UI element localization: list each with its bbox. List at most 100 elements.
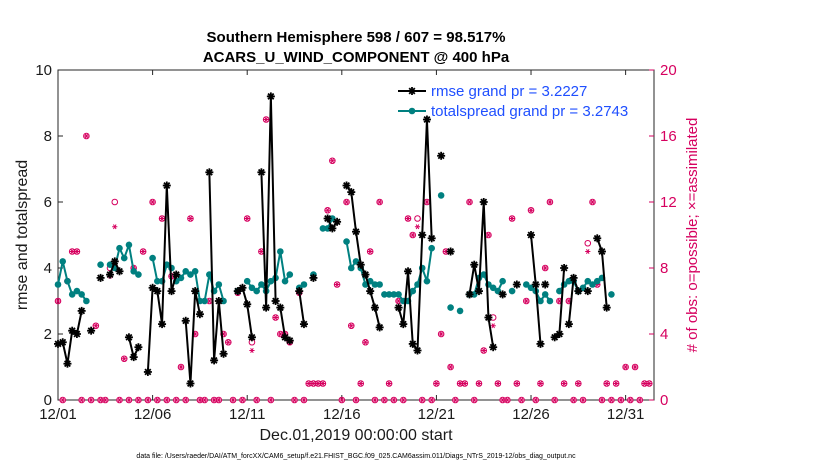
rmse-point	[262, 303, 271, 312]
totalspread-point	[191, 268, 199, 275]
obs-possible-point	[78, 396, 85, 404]
obs-assimilated-point	[599, 397, 605, 403]
obs-assimilated-point	[268, 397, 274, 403]
x-tick-label: 12/16	[323, 406, 361, 423]
legend-rmse-marker	[408, 87, 416, 95]
totalspread-point	[116, 244, 123, 252]
obs-assimilated-point	[164, 397, 170, 403]
rmse-point	[479, 198, 488, 206]
y-tick-label: 6	[44, 194, 52, 211]
obs-assimilated-point	[490, 323, 496, 329]
totalspread-point	[456, 307, 464, 315]
totalspread-point	[277, 248, 284, 255]
totalspread-point	[556, 287, 563, 295]
rmse-point	[309, 273, 318, 282]
rmse-point	[356, 260, 365, 269]
obs-assimilated-point	[433, 380, 440, 387]
obs-assimilated-point	[377, 199, 383, 205]
obs-possible-point	[376, 198, 383, 206]
obs-assimilated-point	[197, 397, 203, 403]
obs-assimilated-point	[641, 380, 648, 387]
totalspread-point	[300, 281, 308, 288]
obs-possible-point	[177, 363, 185, 371]
obs-assimilated-point	[400, 397, 406, 403]
totalspread-point	[243, 277, 251, 285]
totalspread-point	[253, 287, 260, 295]
y-axis-label: rmse and totalspread	[14, 160, 31, 310]
rmse-point	[370, 303, 379, 312]
obs-assimilated-point	[325, 207, 331, 213]
obs-possible-point	[139, 248, 147, 255]
totalspread-point	[541, 291, 549, 298]
obs-possible-point	[551, 396, 558, 404]
totalspread-point	[54, 281, 62, 288]
obs-assimilated-point	[83, 133, 89, 139]
totalspread-point	[286, 271, 294, 278]
obs-assimilated-point	[230, 397, 236, 403]
obs-possible-point	[537, 380, 544, 387]
obs-assimilated-point	[542, 265, 548, 271]
rmse-point	[134, 343, 143, 352]
totalspread-point	[480, 271, 488, 278]
y-tick-label: 8	[44, 128, 52, 145]
obs-possible-point	[470, 396, 478, 404]
rmse-point	[276, 303, 285, 312]
totalspread-point	[409, 287, 417, 295]
totalspread-point	[106, 261, 114, 269]
rmse-point	[474, 287, 483, 296]
obs-assimilated-point	[343, 199, 350, 205]
obs-assimilated-point	[528, 207, 534, 213]
obs-possible-point	[622, 363, 629, 371]
totalspread-point	[447, 304, 454, 311]
obs-assimilated-point	[419, 397, 425, 403]
obs-possible-point	[627, 396, 634, 404]
chart-title: Southern Hemisphere 598 / 607 = 98.517%	[207, 29, 506, 46]
obs-possible-point	[494, 380, 502, 387]
y2-tick-label: 16	[660, 128, 677, 145]
obs-possible-point	[172, 396, 180, 404]
rmse-point	[470, 260, 479, 269]
obs-assimilated-point	[183, 397, 189, 403]
obs-assimilated-point	[462, 380, 468, 387]
obs-possible-point	[541, 264, 549, 272]
obs-possible-point	[598, 396, 606, 404]
obs-assimilated-point	[272, 314, 279, 321]
obs-possible-point	[570, 396, 577, 404]
obs-assimilated-point	[291, 397, 298, 403]
rmse-point	[115, 267, 124, 276]
x-tick-label: 12/11	[229, 406, 265, 423]
obs-assimilated-point	[263, 116, 269, 123]
obs-possible-point	[253, 396, 260, 404]
rmse-line	[184, 290, 201, 384]
rmse-point	[375, 323, 384, 332]
rmse-point	[96, 273, 105, 282]
data-file-footer: data file: /Users/raeder/DAI/ATM_forcXX/…	[136, 453, 576, 460]
obs-possible-point	[333, 281, 341, 288]
obs-assimilated-point	[632, 364, 638, 370]
totalspread-point	[135, 271, 142, 278]
rmse-point	[77, 306, 86, 315]
obs-possible-point	[338, 396, 346, 404]
x-tick-label: 12/31	[607, 406, 645, 423]
rmse-point	[347, 188, 356, 197]
obs-assimilated-point	[93, 323, 99, 329]
obs-possible-point	[262, 116, 270, 123]
totalspread-point	[343, 238, 350, 245]
obs-assimilated-point	[362, 339, 369, 345]
obs-possible-point	[224, 338, 232, 346]
obs-possible-point	[329, 157, 336, 165]
obs-assimilated-point	[310, 380, 317, 387]
obs-assimilated-point	[60, 397, 66, 403]
rmse-point	[498, 290, 507, 299]
x-axis-ticks: 12/01 12/06 12/11 12/16 12/21 12/26 12/31	[39, 70, 644, 423]
totalspread-point	[428, 244, 435, 252]
obs-assimilated-point	[249, 347, 255, 354]
totalspread-point	[527, 284, 535, 292]
totalspread-point	[154, 277, 161, 285]
obs-assimilated-point	[485, 232, 492, 238]
rmse-series	[54, 92, 611, 388]
rmse-point	[465, 290, 474, 299]
rmse-point	[484, 313, 493, 322]
totalspread-point	[546, 297, 554, 305]
obs-possible-point	[144, 396, 152, 404]
